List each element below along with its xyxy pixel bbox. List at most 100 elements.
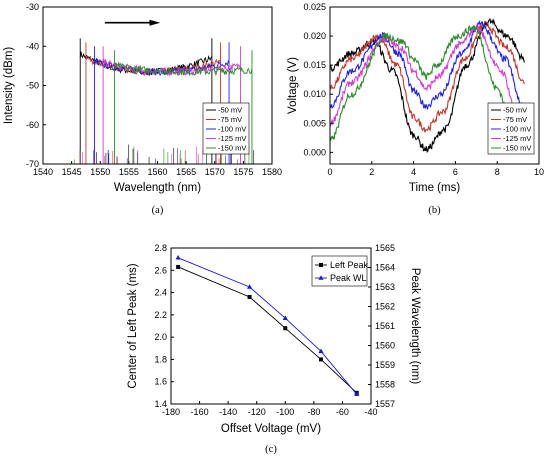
panel-c-x-tick-label: -160: [191, 407, 209, 417]
panel-c-legend-marker: [319, 263, 323, 267]
panel-c-x-tick-label: -140: [219, 407, 237, 417]
panel-b-x-axis-label: Time (ms): [409, 182, 460, 194]
panel-c-right-y-tick-label: 1562: [375, 302, 395, 312]
panel-b-series-150mVmv: [329, 25, 515, 141]
panel-c-point: [247, 295, 252, 300]
panel-b-legend-label: -150 mV: [503, 144, 531, 153]
panel-c-x-tick-label: -60: [336, 407, 349, 417]
panel-c-y-tick-label: 1.6: [154, 377, 167, 387]
panel-a-y-tick-label: -60: [26, 120, 39, 130]
panel-a-x-tick-label: 1545: [62, 167, 82, 177]
panel-a-arrow-head: [149, 19, 161, 26]
panel-b-series-group: [329, 17, 525, 153]
panel-a-chart: 1540 1545 1550 1555 1560 1565 1570 1575 1580 -70 -…: [3, 2, 282, 216]
panel-c-y-tick-label: 2.4: [154, 288, 167, 298]
panel-a-legend-label: -75 mV: [218, 115, 242, 124]
panel-b-series-125mVmv: [329, 24, 519, 127]
panel-b-x-tick-label: 0: [327, 167, 332, 177]
panel-b-x-tick-label: 10: [534, 167, 544, 177]
panel-a-x-tick-label: 1555: [119, 167, 139, 177]
panel-c-x-tick-label: -180: [162, 407, 180, 417]
panel-b-y-axis-label: Voltage (V): [287, 57, 299, 114]
panel-a-plateau-line: [114, 61, 253, 77]
panel-c-right-y-tick-label: 1564: [375, 263, 395, 273]
panel-b-legend: -50 mV-75 mV-100 mV-125 mV-150 mV: [487, 102, 535, 155]
panel-b-series-100mVmv: [330, 20, 523, 111]
panel-c-caption: (c): [265, 444, 277, 455]
panel-a-x-tick-label: 1570: [205, 167, 225, 177]
panel-c-series-peak-wl: [175, 254, 360, 397]
panel-c-x-axis-label: Offset Voltage (mV): [221, 423, 321, 435]
panel-c-point: [176, 264, 181, 269]
panel-c-right-y-tick-label: 1565: [375, 243, 395, 253]
panel-c-legend: Left Peak Peak WL: [311, 255, 369, 287]
panel-c-point: [175, 254, 181, 260]
panel-c-y-tick-label: 1.4: [154, 399, 167, 409]
panel-b-legend-label: -50 mV: [503, 106, 527, 115]
panel-b-chart: 0 2 4 6 8 10 0.000 0.005 0.010 0.015 0.020 0.025 -5…: [287, 2, 544, 216]
panel-c-right-y-axis-label: Peak Wavelength (nm): [409, 268, 421, 385]
panel-b-legend-label: -125 mV: [503, 134, 531, 143]
panel-c-right-y-tick-label: 1561: [375, 321, 395, 331]
panel-c-y-tick-label: 2.2: [154, 310, 167, 320]
panel-b-y-tick-label: 0.000: [303, 147, 326, 157]
panel-c-series-group: [175, 254, 360, 397]
panel-b-plot-frame: [329, 6, 540, 165]
panel-a-x-tick-label: 1580: [262, 167, 282, 177]
panel-c-y-tick-label: 1.8: [154, 354, 167, 364]
panel-a-x-tick-label: 1565: [176, 167, 196, 177]
panel-c-legend-label: Peak WL: [330, 273, 367, 283]
panel-c-point: [319, 357, 323, 362]
panel-a-caption: (a): [152, 205, 164, 216]
panel-c-chart: -180 -160 -140 -120 -100 -80 -60 -40 1.4 1.6 1.8 2.…: [127, 243, 421, 455]
panel-c-y-axis-label: Center of Left Peak (ms): [127, 263, 139, 388]
panel-a-x-axis-label: Wavelength (nm): [114, 182, 201, 194]
panel-c-point: [282, 315, 288, 320]
panel-c-y-tick-label: 2.6: [154, 265, 167, 275]
panel-b-x-tick-label: 4: [411, 167, 416, 177]
panel-a-legend-label: -100 mV: [218, 125, 246, 134]
panel-a-x-tick-label: 1540: [33, 167, 53, 177]
panel-c-point: [318, 348, 324, 354]
panel-a-series-150mVmv: [73, 50, 253, 164]
panel-c-right-y-tick-label: 1563: [375, 282, 395, 292]
panel-a-x-tick-label: 1575: [233, 167, 253, 177]
panel-a-legend-label: -150 mV: [218, 144, 246, 153]
panel-a-y-tick-label: -70: [26, 159, 39, 169]
panel-c-x-tick-label: -120: [248, 407, 266, 417]
panel-b-legend-label: -75 mV: [503, 115, 527, 124]
panel-a-y-axis-label: Intensity (dBm): [3, 47, 15, 124]
panel-a-x-tick-label: 1550: [90, 167, 110, 177]
panel-a-y-tick-label: -50: [26, 81, 39, 91]
panel-b-x-tick-label: 6: [453, 167, 458, 177]
panel-a-arrow-annotation: [104, 19, 161, 26]
panel-c-y-tick-label: 2.0: [154, 332, 167, 342]
panel-b-y-tick-label: 0.015: [303, 60, 326, 70]
panel-c-point: [246, 284, 253, 289]
panel-a-legend: -50 mV-75 mV-100 mV-125 mV-150 mV: [202, 102, 250, 155]
panel-c-y-tick-label: 2.8: [154, 243, 167, 253]
panel-c-point: [283, 326, 288, 331]
panel-b-y-tick-label: 0.005: [303, 118, 326, 128]
panel-b-x-tick-label: 8: [495, 167, 500, 177]
panel-c-right-y-tick-label: 1560: [375, 341, 395, 351]
panel-a-legend-label: -50 mV: [218, 106, 242, 115]
panel-c-right-y-tick-label: 1558: [375, 380, 395, 390]
panel-c-right-y-tick-label: 1559: [375, 360, 395, 370]
panel-a-y-tick-label: -30: [26, 2, 39, 12]
panel-a-x-tick-label: 1560: [147, 167, 167, 177]
panel-b-y-tick-label: 0.025: [303, 2, 326, 12]
panel-b-y-tick-label: 0.020: [303, 31, 326, 41]
panel-c-x-tick-label: -80: [307, 407, 320, 417]
panel-c-right-y-tick-label: 1557: [375, 399, 395, 409]
panel-c-legend-marker: [318, 275, 324, 280]
panel-b-legend-label: -100 mV: [503, 125, 531, 134]
panel-b-y-tick-label: 0.010: [303, 89, 326, 99]
panel-a-y-tick-label: -40: [26, 41, 39, 51]
panel-c-legend-label: Left Peak: [330, 260, 369, 270]
panel-c-point: [354, 391, 360, 397]
panel-c-x-tick-label: -100: [276, 407, 294, 417]
panel-a-legend-label: -125 mV: [218, 134, 246, 143]
panel-b-series-75mVmv: [329, 20, 525, 133]
